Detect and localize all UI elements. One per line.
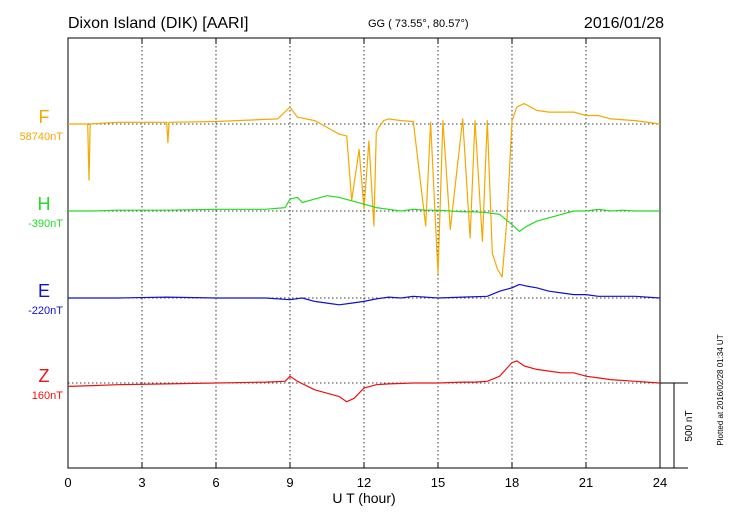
plotted-at-note: Plotted at 2016/02/28 01:34 UT xyxy=(716,334,725,445)
series-line-H xyxy=(68,195,660,232)
series-line-Z xyxy=(67,360,661,403)
series-name-Z: Z xyxy=(39,366,50,386)
series-name-F: F xyxy=(39,107,50,127)
scale-bar-label: 500 nT xyxy=(684,410,695,441)
series-labels: F 58740nT H -390nT E -220nT Z 160nT xyxy=(20,107,64,402)
series-baseline-F: 58740nT xyxy=(20,131,64,143)
x-tick-label: 9 xyxy=(286,475,293,490)
series-line-F xyxy=(68,102,661,278)
station-title: Dixon Island (DIK) [AARI] xyxy=(68,15,249,32)
grid-lines xyxy=(68,38,660,468)
x-tick-label: 12 xyxy=(357,475,371,490)
x-tick-label: 6 xyxy=(212,475,219,490)
x-tick-label: 21 xyxy=(579,475,593,490)
x-tick-label: 24 xyxy=(653,475,667,490)
x-tick-label: 15 xyxy=(431,475,445,490)
x-tick-label: 18 xyxy=(505,475,519,490)
date-label: 2016/01/28 xyxy=(584,15,664,32)
series-baseline-Z: 160nT xyxy=(32,390,63,402)
series-baseline-H: -390nT xyxy=(28,218,63,230)
series-name-E: E xyxy=(38,281,50,301)
x-tick-label: 3 xyxy=(138,475,145,490)
series-line-E xyxy=(68,283,661,306)
series-group xyxy=(67,102,661,403)
x-axis-label: U T (hour) xyxy=(332,490,395,506)
series-baseline-E: -220nT xyxy=(28,305,63,317)
x-tick-label: 0 xyxy=(64,475,71,490)
x-axis-ticks: 0 3 6 9 12 15 18 21 24 xyxy=(64,38,667,490)
coordinates-label: GG ( 73.55°, 80.57°) xyxy=(368,18,469,30)
series-name-H: H xyxy=(38,194,51,214)
